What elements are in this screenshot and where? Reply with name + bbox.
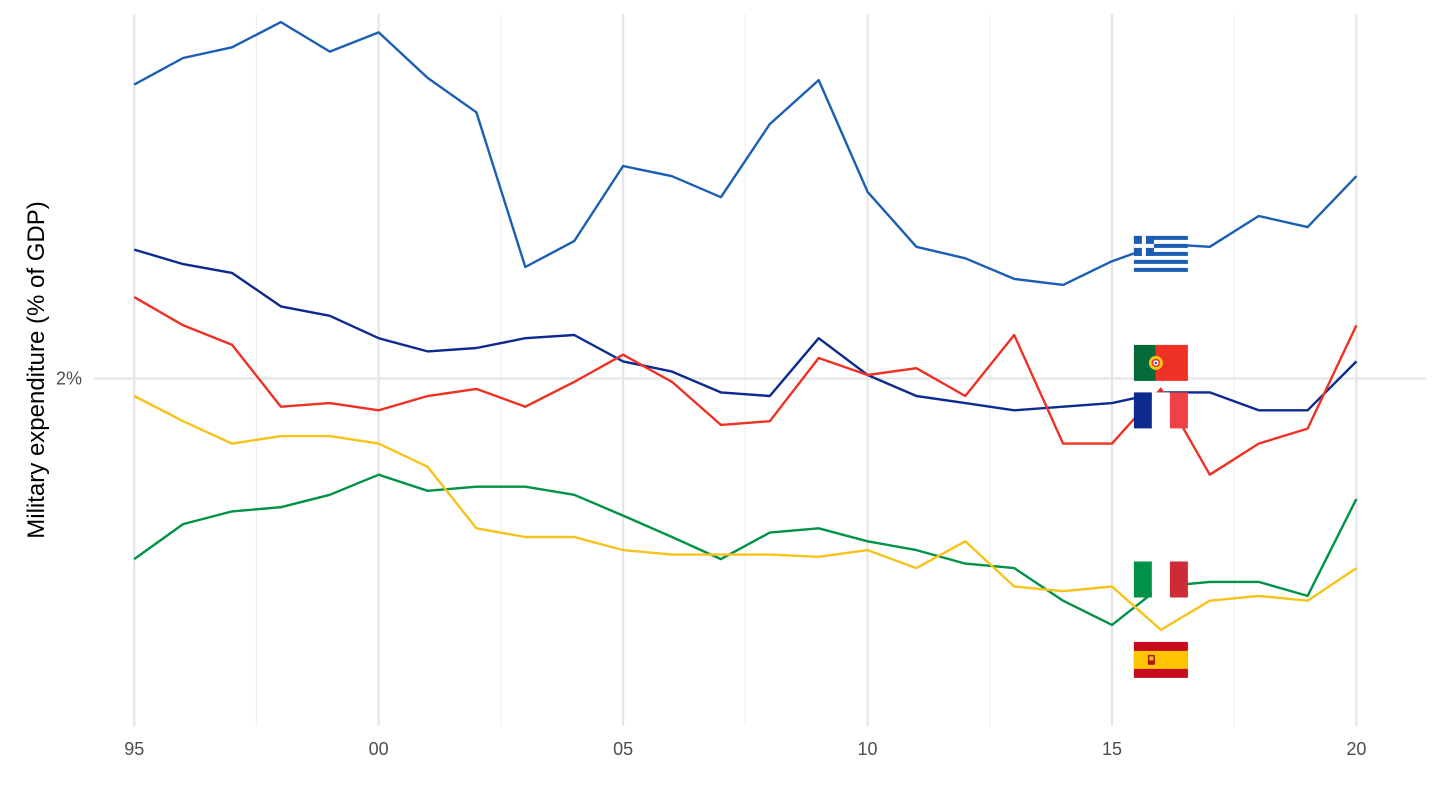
greece-flag-icon	[1133, 235, 1188, 272]
minor-grid	[255, 14, 1235, 726]
x-tick-label: 00	[369, 739, 389, 759]
x-tick-label: 95	[124, 739, 144, 759]
x-tick-label: 10	[858, 739, 878, 759]
italy-flag-icon	[1133, 561, 1188, 598]
country-flags	[1133, 235, 1188, 678]
x-tick-label: 05	[613, 739, 633, 759]
major-grid	[94, 14, 1426, 726]
x-axis-ticks: 95 00 05 10 15 20	[124, 739, 1366, 759]
spain-series-line	[133, 394, 1358, 632]
y-tick-label: 2%	[56, 368, 82, 388]
y-axis-title: Military expenditure (% of GDP)	[23, 201, 50, 538]
france-flag-icon	[1133, 392, 1188, 429]
x-tick-label: 15	[1102, 739, 1122, 759]
spain-flag-icon	[1133, 641, 1188, 678]
portugal-flag-icon	[1133, 344, 1188, 381]
y-axis-ticks: 2%	[56, 368, 82, 388]
x-tick-label: 20	[1346, 739, 1366, 759]
